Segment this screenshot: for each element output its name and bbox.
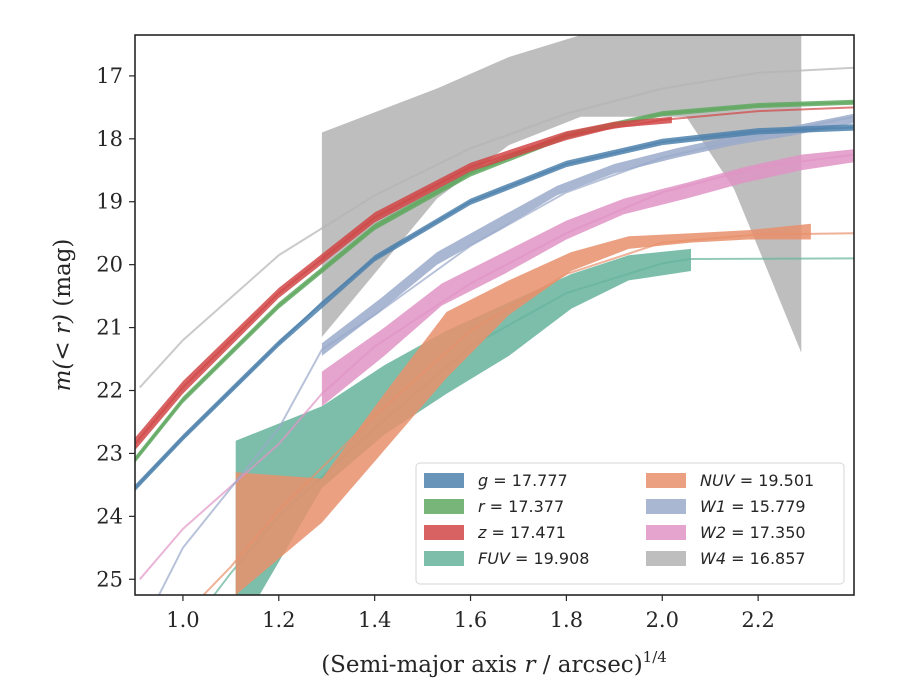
legend-label-w2: W2 = 17.350 xyxy=(700,523,806,542)
x-axis-label: (Semi-major axis r / arcsec)1/4 xyxy=(321,648,667,678)
y-axis-label: m(< r) (mag) xyxy=(50,239,76,392)
series-r-model-line xyxy=(135,101,854,461)
series-w1-model-line xyxy=(157,115,854,595)
y-tick-label: 24 xyxy=(96,504,123,528)
y-tick-label: 22 xyxy=(96,379,123,403)
series-nuv-model-line xyxy=(202,232,854,595)
legend-swatch-r xyxy=(424,499,464,514)
axis-ticks: 1.0 1.2 1.4 1.6 1.8 2.0 2.2 17 18 19 20 21 22 23 24 25 xyxy=(96,64,775,632)
y-tick-label: 20 xyxy=(96,253,123,277)
y-tick-label: 18 xyxy=(96,127,123,151)
x-tick-label: 2.0 xyxy=(646,608,679,632)
legend-label-nuv: NUV = 19.501 xyxy=(700,471,814,490)
y-tick-label: 19 xyxy=(96,190,123,214)
legend-swatch-w2 xyxy=(646,525,686,540)
x-tick-label: 1.4 xyxy=(358,608,391,632)
legend-swatch-w1 xyxy=(646,499,686,514)
y-tick-label: 17 xyxy=(96,64,123,88)
x-tick-label: 1.6 xyxy=(454,608,487,632)
legend-frame xyxy=(415,462,845,585)
legend-swatch-nuv xyxy=(646,473,686,488)
legend-swatch-fuv xyxy=(424,551,464,566)
series-nuv-band xyxy=(235,223,811,595)
legend-swatch-w4 xyxy=(646,551,686,566)
legend-label-w4: W4 = 16.857 xyxy=(700,549,806,568)
legend-label-fuv: FUV = 19.908 xyxy=(478,549,589,568)
legend-label-w1: W1 = 15.779 xyxy=(700,497,806,516)
legend-label-r: r = 17.377 xyxy=(478,497,564,516)
series-w2-model-line xyxy=(139,153,854,580)
legend: g = 17.777 r = 17.377 z = 17.471 FUV = 19.9… xyxy=(415,462,845,585)
x-tick-label: 1.8 xyxy=(550,608,583,632)
legend-swatch-z xyxy=(424,525,464,540)
plot-area xyxy=(135,35,854,595)
legend-swatch-g xyxy=(424,473,464,488)
x-tick-label: 1.0 xyxy=(166,608,199,632)
y-tick-label: 23 xyxy=(96,441,123,465)
y-tick-label: 21 xyxy=(96,316,123,340)
series-z-model-line xyxy=(135,106,854,445)
x-tick-label: 2.2 xyxy=(741,608,774,632)
y-tick-label: 25 xyxy=(96,567,123,591)
plot-frame xyxy=(134,34,855,596)
legend-label-z: z = 17.471 xyxy=(477,523,566,542)
legend-label-g: g = 17.777 xyxy=(478,471,568,490)
series-fuv-band xyxy=(235,248,691,595)
x-tick-label: 1.2 xyxy=(262,608,295,632)
series-w4-model-line xyxy=(139,66,854,389)
series-g-model-line xyxy=(135,126,854,489)
